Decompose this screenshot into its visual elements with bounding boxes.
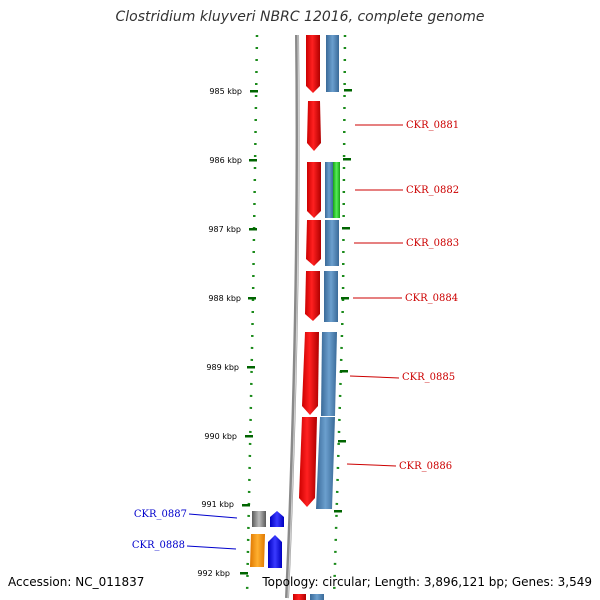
tick-labels: 985 kbp 986 kbp 987 kbp 988 kbp 989 kbp …: [197, 87, 242, 578]
genome-backbone: [285, 34, 300, 599]
topology-text: Topology: circular; Length: 3,896,121 bp…: [262, 575, 592, 589]
tick-mark: [249, 228, 257, 231]
tick-label: 989 kbp: [206, 363, 239, 372]
inner-guide-ring: [245, 34, 259, 599]
cds-feature-ckr-0882[interactable]: [307, 162, 321, 218]
tick-mark: [247, 366, 255, 369]
cds-track: [293, 35, 321, 600]
gene-feature-ckr-0886[interactable]: [316, 417, 335, 509]
tick-mark: [342, 227, 350, 230]
tick-mark: [240, 572, 248, 575]
gene-label-ckr-0885[interactable]: CKR_0885: [402, 372, 455, 383]
tick-mark: [245, 435, 253, 438]
tick-marks: [240, 90, 258, 575]
map-title: Clostridium kluyveri NBRC 12016, complet…: [115, 9, 485, 25]
gene-label-ckr-0888[interactable]: CKR_0888: [132, 540, 185, 551]
tick-mark: [334, 510, 342, 513]
tick-mark: [242, 504, 250, 507]
cds-feature-ckr-0886[interactable]: [299, 417, 317, 507]
tick-mark: [344, 89, 352, 92]
gene-label-ckr-0882[interactable]: CKR_0882: [406, 185, 459, 196]
gene-label-ckr-0886[interactable]: CKR_0886: [399, 461, 452, 472]
feature-ckr-0888-blue[interactable]: [268, 535, 282, 568]
gene-track: [310, 35, 340, 600]
tick-mark: [341, 297, 349, 300]
tick-mark: [343, 158, 351, 161]
rna-feature-ckr-0882[interactable]: [333, 162, 340, 218]
cds-feature-ckr-0881[interactable]: [307, 101, 321, 151]
tick-mark: [249, 159, 257, 162]
tick-mark: [340, 370, 348, 373]
gene-label-ckr-0884[interactable]: CKR_0884: [405, 293, 458, 304]
leader-line-ckr-0888: [186, 545, 237, 550]
genome-backbone-highlight: [287, 34, 300, 599]
tick-label: 986 kbp: [209, 156, 242, 165]
tick-label: 987 kbp: [208, 225, 241, 234]
feature-ckr-0887-gray[interactable]: [252, 511, 266, 527]
gene-feature-ckr-0885[interactable]: [321, 332, 337, 416]
accession-text: Accession: NC_011837: [8, 575, 145, 589]
gene-label-ckr-0887[interactable]: CKR_0887: [134, 509, 187, 520]
leader-line-ckr-0885: [349, 375, 400, 379]
tick-mark: [250, 90, 258, 93]
label-leaders: [186, 124, 403, 550]
tick-mark: [248, 297, 256, 300]
gene-feature[interactable]: [326, 35, 339, 92]
reverse-features: [250, 511, 284, 568]
outer-guide-ring: [332, 34, 347, 599]
cds-feature-ckr-0885[interactable]: [302, 332, 319, 415]
cds-feature[interactable]: [293, 594, 306, 600]
feature-ckr-0888-orange[interactable]: [250, 534, 265, 567]
cds-feature[interactable]: [306, 35, 320, 93]
gene-feature-ckr-0882[interactable]: [325, 162, 333, 218]
cds-feature-ckr-0884[interactable]: [305, 271, 320, 321]
cds-feature-ckr-0883[interactable]: [306, 220, 321, 266]
leader-line-ckr-0887: [188, 513, 238, 519]
gene-label-ckr-0881[interactable]: CKR_0881: [406, 120, 459, 131]
tick-label: 990 kbp: [204, 432, 237, 441]
gene-feature[interactable]: [310, 594, 324, 600]
outer-tick-marks: [334, 89, 352, 513]
tick-mark: [338, 440, 346, 443]
gene-feature-ckr-0883[interactable]: [325, 220, 339, 266]
gene-label-ckr-0883[interactable]: CKR_0883: [406, 238, 459, 249]
tick-label: 992 kbp: [197, 569, 230, 578]
feature-ckr-0887-blue[interactable]: [270, 511, 284, 527]
tick-label: 991 kbp: [201, 500, 234, 509]
tick-label: 988 kbp: [208, 294, 241, 303]
leader-line-ckr-0886: [346, 463, 397, 467]
gene-feature-ckr-0884[interactable]: [324, 271, 338, 322]
gene-labels: CKR_0881 CKR_0882 CKR_0883 CKR_0884 CKR_…: [132, 120, 459, 551]
tick-label: 985 kbp: [209, 87, 242, 96]
